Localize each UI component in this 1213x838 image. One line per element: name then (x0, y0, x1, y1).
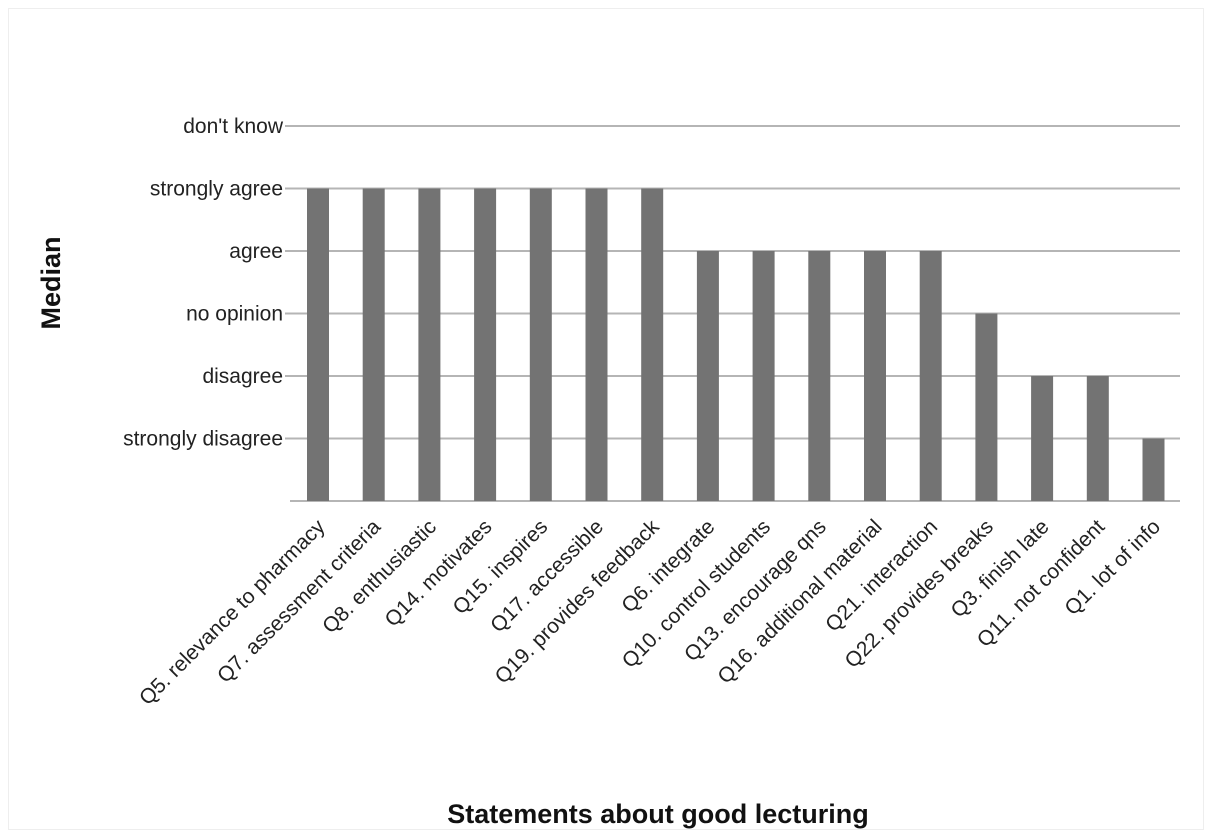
bar (474, 188, 497, 501)
x-axis-title: Statements about good lecturing (447, 799, 869, 829)
bars (307, 188, 1165, 501)
bar (585, 188, 608, 501)
bar (1086, 376, 1109, 501)
bar (1142, 438, 1165, 501)
bar (919, 251, 942, 501)
y-tick-label: disagree (202, 365, 283, 388)
y-tick-labels: strongly disagree disagree no opinion agree… (123, 115, 284, 451)
bar (1031, 376, 1054, 501)
x-tick-label: Q3. finish late (947, 515, 1054, 622)
bar (529, 188, 552, 501)
bar (362, 188, 385, 501)
bar (307, 188, 329, 501)
y-tick-label: agree (229, 240, 283, 263)
y-tick-label: no opinion (186, 303, 283, 326)
y-tick-label: don't know (183, 115, 284, 138)
bar (975, 313, 998, 501)
bar (752, 251, 775, 501)
bar (641, 188, 664, 501)
y-tick-label: strongly agree (150, 178, 283, 201)
bar (418, 188, 441, 501)
bar (696, 251, 719, 501)
bar (864, 251, 886, 501)
bar (808, 251, 831, 501)
y-tick-label: strongly disagree (123, 428, 283, 451)
y-axis-title: Median (36, 236, 66, 329)
